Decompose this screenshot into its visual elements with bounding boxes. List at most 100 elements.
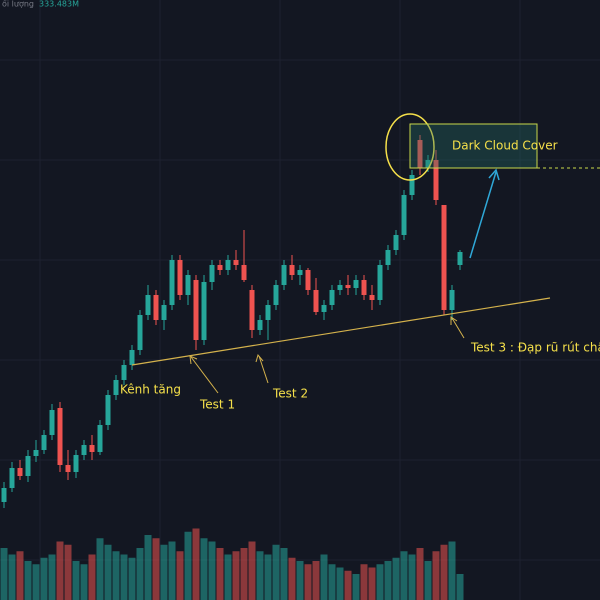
candle-body	[65, 465, 71, 472]
candle-body	[281, 265, 287, 285]
volume-bar	[232, 551, 240, 600]
volume-bar	[200, 538, 208, 600]
volume-bar	[392, 557, 400, 600]
volume-bar	[40, 557, 48, 600]
candle-body	[233, 260, 239, 265]
candle-body	[433, 160, 439, 200]
volume-bar	[248, 541, 256, 600]
volume-bar	[336, 567, 344, 600]
volume-bar	[96, 538, 104, 600]
volume-bar	[176, 551, 184, 600]
volume-bar	[328, 564, 336, 600]
candle-body	[209, 265, 215, 282]
volume-bar	[0, 548, 8, 600]
candle-body	[377, 265, 383, 300]
channel-label: Kênh tăng	[120, 383, 181, 397]
volume-bar	[416, 548, 424, 600]
candle-body	[249, 290, 255, 330]
volume-bar	[72, 561, 80, 600]
volume-bar	[400, 551, 408, 600]
candle-body	[329, 290, 335, 305]
candle-body	[201, 282, 207, 340]
volume-bar	[224, 554, 232, 600]
volume-bar	[456, 574, 464, 600]
candle-body	[9, 468, 15, 488]
candle-body	[321, 305, 327, 312]
candle-body	[49, 410, 55, 435]
candle-body	[273, 285, 279, 305]
candle-body	[217, 265, 223, 270]
volume-bar	[440, 544, 448, 600]
candle-body	[385, 250, 391, 265]
volume-bar	[296, 561, 304, 600]
volume-bar	[128, 557, 136, 600]
volume-bar	[368, 567, 376, 600]
test2-label: Test 2	[272, 387, 308, 401]
candle-body	[1, 488, 7, 502]
candle-body	[73, 455, 79, 472]
candle-body	[305, 270, 311, 290]
volume-bar	[384, 561, 392, 600]
candle-body	[337, 285, 343, 290]
candle-body	[137, 315, 143, 350]
volume-bar	[264, 554, 272, 600]
candle-body	[193, 280, 199, 340]
candle-body	[369, 295, 375, 300]
candle-body	[409, 175, 415, 195]
volume-bar	[352, 574, 360, 600]
candle-body	[169, 260, 175, 305]
volume-bar	[144, 535, 152, 600]
candle-body	[89, 445, 95, 452]
volume-bar	[136, 548, 144, 600]
candle-body	[457, 252, 463, 265]
volume-label: ối lượng	[2, 0, 34, 9]
volume-bar	[152, 538, 160, 600]
candle-body	[361, 280, 367, 295]
volume-bar	[112, 551, 120, 600]
highlight-ellipse	[385, 113, 435, 181]
volume-bar	[120, 554, 128, 600]
candle-body	[113, 380, 119, 395]
volume-bar	[168, 541, 176, 600]
volume-bar	[24, 561, 32, 600]
candle-body	[289, 265, 295, 275]
candle-body	[257, 320, 263, 330]
pattern-box	[409, 123, 538, 169]
volume-bar	[280, 548, 288, 600]
volume-value: 333.483M	[39, 0, 79, 9]
candle-body	[353, 280, 359, 288]
test1-label: Test 1	[199, 398, 235, 412]
candle-body	[33, 450, 39, 456]
candle-body	[105, 395, 111, 425]
volume-bar	[424, 561, 432, 600]
candle-body	[17, 468, 23, 476]
volume-bar	[16, 551, 24, 600]
volume-bar	[312, 561, 320, 600]
candle-body	[425, 160, 431, 168]
candle-body	[393, 235, 399, 250]
arrow	[469, 168, 500, 259]
candle-body	[81, 445, 87, 455]
test3-label: Test 3 : Đạp rũ rút chân	[470, 341, 600, 355]
volume-bar	[240, 548, 248, 600]
candle-body	[297, 270, 303, 275]
volume-bar	[256, 551, 264, 600]
candle-body	[177, 260, 183, 295]
volume-bar	[272, 544, 280, 600]
candle-body	[417, 140, 423, 168]
volume-bar	[160, 544, 168, 600]
candle-body	[161, 305, 167, 320]
candle-body	[121, 365, 127, 380]
volume-bar	[64, 544, 72, 600]
candle-body	[449, 290, 455, 310]
candle-body	[313, 290, 319, 312]
candle-body	[57, 408, 63, 465]
volume-bar	[88, 554, 96, 600]
candle-body	[225, 260, 231, 270]
candle-body	[153, 295, 159, 320]
volume-bar	[448, 541, 456, 600]
candle-body	[401, 195, 407, 235]
arrows	[189, 316, 465, 394]
volume-bar	[8, 554, 16, 600]
